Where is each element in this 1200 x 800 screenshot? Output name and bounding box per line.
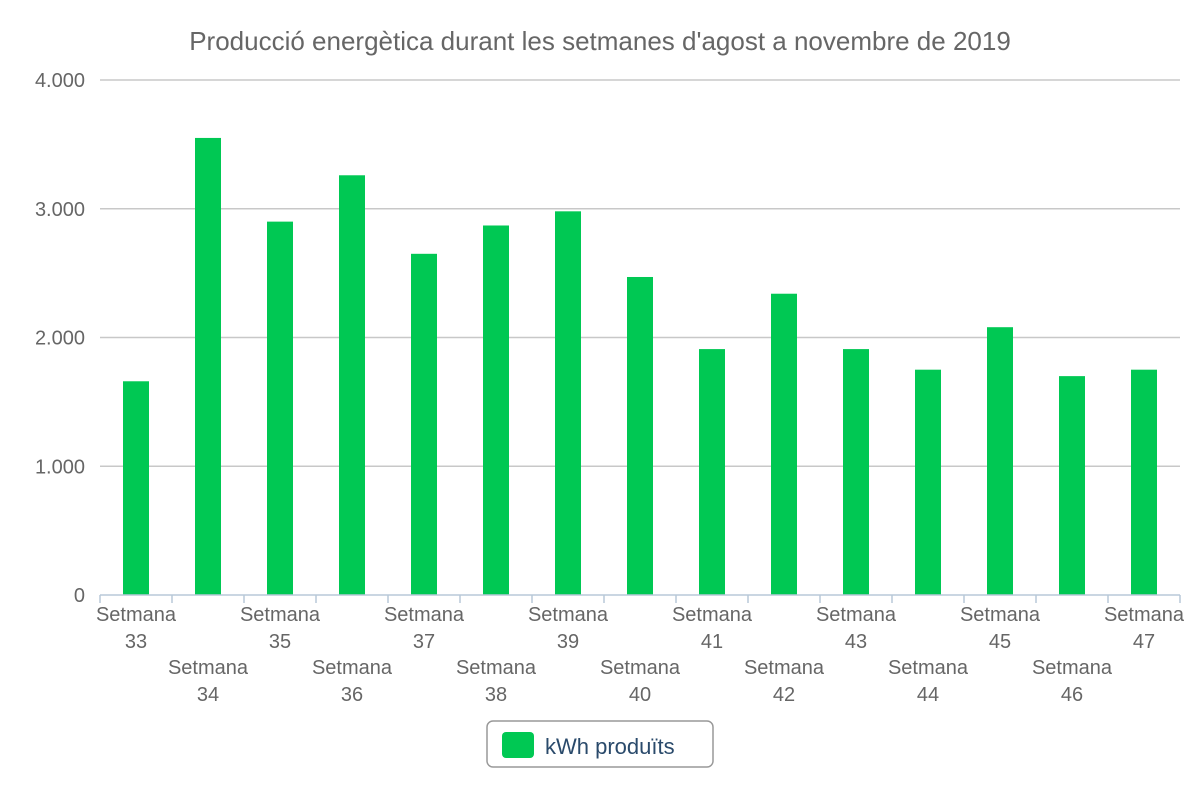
- y-tick-label: 3.000: [35, 199, 85, 221]
- bar[interactable]: [483, 225, 509, 596]
- x-tick-label: Setmana 35: [240, 604, 321, 653]
- bar[interactable]: [123, 381, 149, 595]
- x-tick-label: Setmana 34: [168, 657, 249, 706]
- x-tick-label: Setmana 42: [744, 657, 825, 706]
- chart-title: Producció energètica durant les setmanes…: [189, 26, 1011, 56]
- x-tick-label: Setmana 47: [1104, 604, 1185, 653]
- x-tick-label: Setmana 43: [816, 604, 897, 653]
- x-tick-label: Setmana 37: [384, 604, 465, 653]
- x-tick-label: Setmana 45: [960, 604, 1041, 653]
- x-tick-label: Setmana 44: [888, 657, 969, 706]
- bar[interactable]: [555, 211, 581, 595]
- y-tick-label: 1.000: [35, 456, 85, 478]
- bar[interactable]: [843, 349, 869, 595]
- bar[interactable]: [267, 221, 293, 595]
- x-tick-label: Setmana 39: [528, 604, 609, 653]
- x-tick-label: Setmana 40: [600, 657, 681, 706]
- bar[interactable]: [627, 276, 653, 595]
- legend-swatch: [502, 732, 534, 758]
- legend[interactable]: kWh produïts: [486, 720, 714, 768]
- bar[interactable]: [915, 369, 941, 595]
- bar[interactable]: [1059, 376, 1085, 595]
- bar[interactable]: [699, 349, 725, 595]
- x-tick-label: Setmana 46: [1032, 657, 1113, 706]
- bar[interactable]: [1131, 369, 1157, 595]
- y-tick-label: 4.000: [35, 70, 85, 92]
- x-tick-label: Setmana 33: [96, 604, 177, 653]
- x-tick-label: Setmana 41: [672, 604, 753, 653]
- y-tick-label: 0: [74, 585, 85, 607]
- bar[interactable]: [195, 137, 221, 595]
- bar[interactable]: [411, 253, 437, 595]
- bars: [123, 137, 1157, 596]
- bar[interactable]: [987, 327, 1013, 595]
- y-axis-tick-labels: 0 1.000 2.000 3.000 4.000: [35, 70, 85, 607]
- bar[interactable]: [771, 293, 797, 595]
- y-tick-label: 2.000: [35, 328, 85, 350]
- legend-label: kWh produïts: [545, 734, 675, 759]
- bar[interactable]: [339, 175, 365, 595]
- x-tick-label: Setmana 38: [456, 657, 537, 706]
- legend-box[interactable]: [486, 720, 714, 768]
- x-tick-label: Setmana 36: [312, 657, 393, 706]
